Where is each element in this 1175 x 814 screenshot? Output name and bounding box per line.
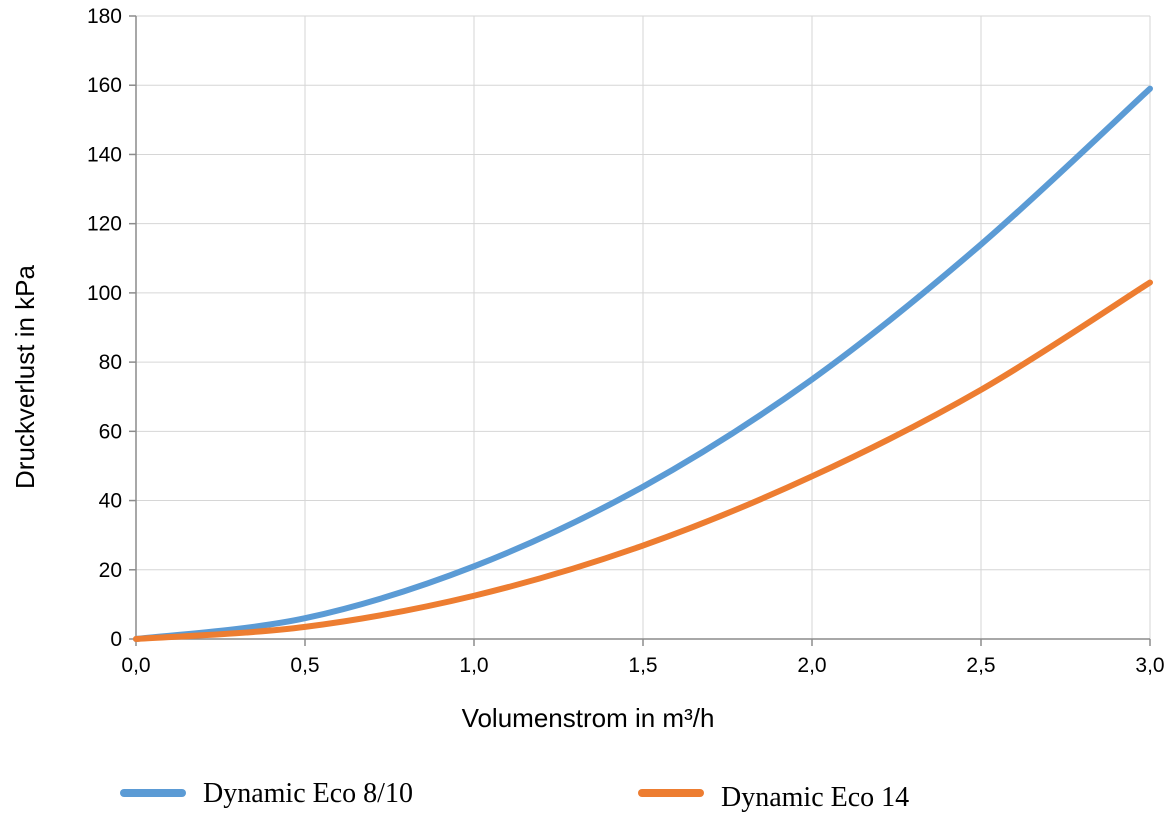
y-tick-label: 80 [99, 351, 122, 374]
y-tick-label: 140 [87, 143, 122, 166]
y-tick-label: 0 [110, 628, 122, 651]
grid-lines [136, 15, 1151, 639]
y-axis-title: Druckverlust in kPa [10, 264, 40, 488]
legend-label-eco-14: Dynamic Eco 14 [721, 782, 909, 813]
legend: Dynamic Eco 8/10 Dynamic Eco 14 [120, 778, 909, 813]
y-tick-label: 40 [99, 490, 122, 513]
series-line-1 [133, 279, 1153, 642]
y-tick-label: 120 [87, 213, 122, 236]
y-tick-label: 180 [87, 5, 122, 28]
y-tick-label: 160 [87, 74, 122, 97]
x-axis-title: Volumenstrom in m³/h [462, 703, 715, 733]
x-tick-label: 3,0 [1135, 654, 1164, 677]
y-tick-label: 60 [99, 420, 122, 443]
x-tick-label: 2,0 [797, 654, 826, 677]
x-tick-label: 1,5 [628, 654, 657, 677]
series-lines [133, 85, 1153, 642]
legend-label-eco-8-10: Dynamic Eco 8/10 [203, 778, 413, 809]
y-tick-label: 100 [87, 282, 122, 305]
x-tick-label: 0,0 [121, 654, 150, 677]
x-tick-labels: 0,0 0,5 1,0 1,5 2,0 2,5 3,0 [121, 654, 1164, 677]
x-tick-label: 0,5 [290, 654, 319, 677]
x-tick-label: 1,0 [459, 654, 488, 677]
x-tick-label: 2,5 [966, 654, 995, 677]
legend-item-eco-14: Dynamic Eco 14 [638, 782, 909, 813]
legend-item-eco-8-10: Dynamic Eco 8/10 [120, 778, 413, 809]
series-line-0 [133, 85, 1153, 642]
y-tick-labels: 0 20 40 60 80 100 120 140 160 180 [87, 5, 122, 651]
axes [129, 15, 1151, 646]
y-tick-label: 20 [99, 559, 122, 582]
